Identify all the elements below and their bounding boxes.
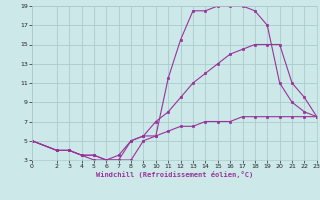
X-axis label: Windchill (Refroidissement éolien,°C): Windchill (Refroidissement éolien,°C) [96,171,253,178]
